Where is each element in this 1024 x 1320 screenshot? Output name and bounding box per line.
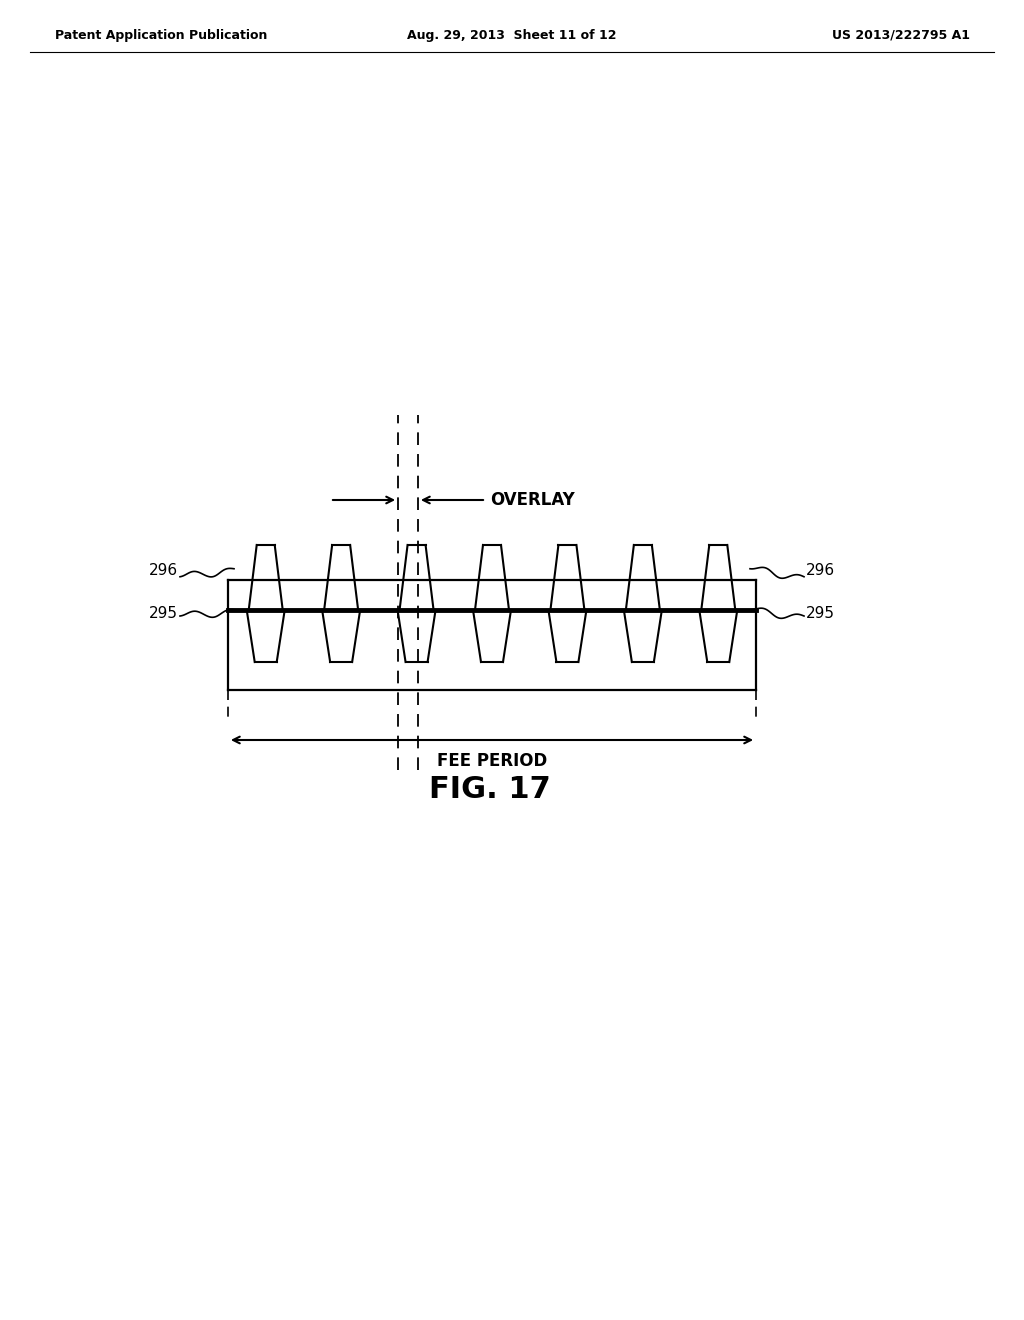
Text: US 2013/222795 A1: US 2013/222795 A1 <box>831 29 970 41</box>
Text: Aug. 29, 2013  Sheet 11 of 12: Aug. 29, 2013 Sheet 11 of 12 <box>408 29 616 41</box>
Text: 296: 296 <box>806 564 836 578</box>
Text: 295: 295 <box>150 606 178 622</box>
Text: 295: 295 <box>806 606 835 622</box>
Text: FIG. 17: FIG. 17 <box>429 776 551 804</box>
Text: FEE PERIOD: FEE PERIOD <box>437 752 547 770</box>
Text: OVERLAY: OVERLAY <box>490 491 574 510</box>
Text: 296: 296 <box>148 564 178 578</box>
Text: Patent Application Publication: Patent Application Publication <box>55 29 267 41</box>
